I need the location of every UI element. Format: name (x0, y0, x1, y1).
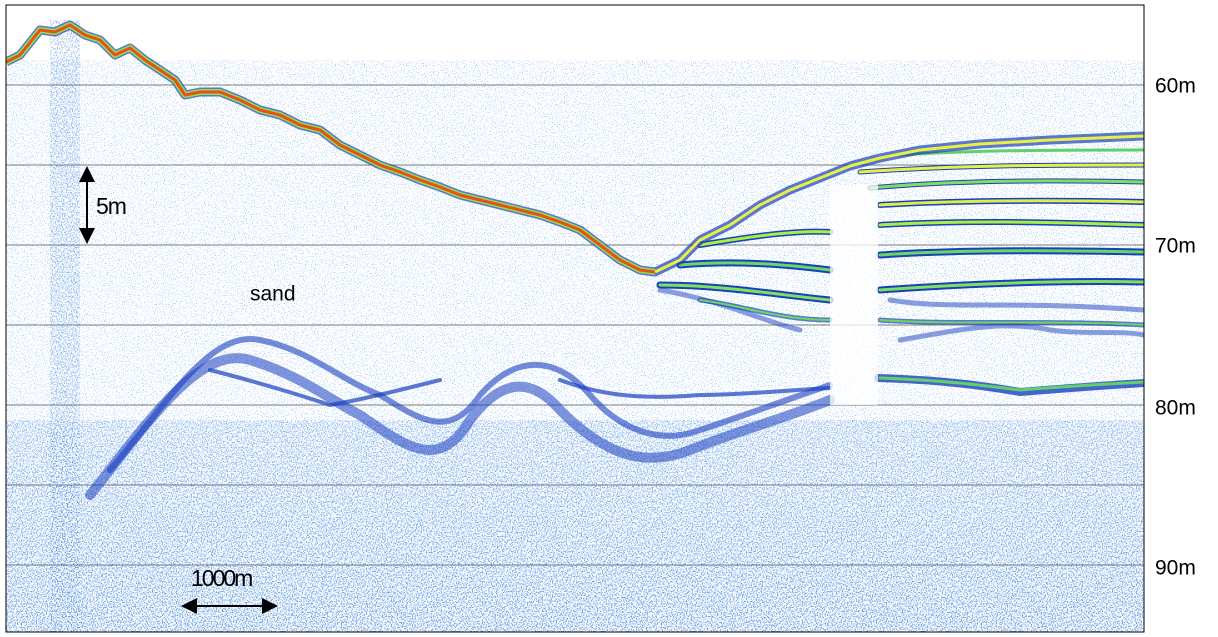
frame (5, 4, 1145, 633)
noise-column (50, 20, 80, 632)
data-gap (830, 185, 878, 405)
echogram (6, 5, 1144, 632)
sub-bottom-reflectors (85, 287, 1144, 500)
grid (6, 84, 1144, 566)
layered-sediments (656, 148, 1144, 328)
seabed (6, 20, 1144, 277)
horizontal-scale-label: 1000m (191, 565, 252, 591)
depth-label: 90m (1155, 557, 1196, 580)
depth-label: 80m (1155, 397, 1196, 420)
sediment-label: sand (250, 283, 296, 306)
vertical-scale-label: 5m (96, 193, 126, 219)
noise-deep (6, 420, 1144, 632)
depth-label: 60m (1155, 75, 1196, 98)
depth-label: 70m (1155, 235, 1196, 258)
